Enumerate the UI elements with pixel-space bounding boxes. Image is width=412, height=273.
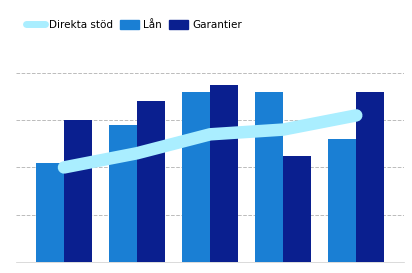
Bar bbox=[356, 92, 384, 262]
Legend: Direkta stöd, Lån, Garantier: Direkta stöd, Lån, Garantier bbox=[22, 16, 246, 34]
Bar bbox=[210, 85, 238, 262]
Bar bbox=[137, 101, 165, 262]
Bar bbox=[328, 139, 356, 262]
Bar bbox=[64, 120, 92, 262]
Bar bbox=[283, 156, 311, 262]
Bar bbox=[109, 125, 137, 262]
Bar bbox=[183, 92, 210, 262]
Bar bbox=[36, 163, 64, 262]
Bar bbox=[255, 92, 283, 262]
